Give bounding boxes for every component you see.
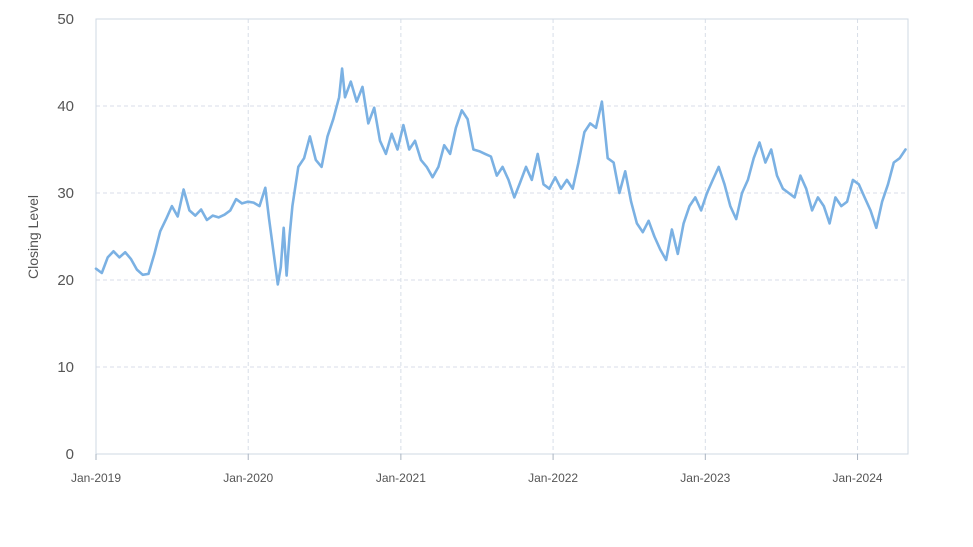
x-axis-ticks: Jan-2019 Jan-2020 Jan-2021 Jan-2022 Jan-2023… — [71, 454, 883, 485]
y-tick-label: 50 — [57, 11, 74, 28]
x-tick-label: Jan-2020 — [223, 471, 273, 485]
y-tick-label: 30 — [57, 185, 74, 202]
y-tick-label: 20 — [57, 272, 74, 289]
y-tick-label: 40 — [57, 98, 74, 115]
x-tick-label: Jan-2024 — [833, 471, 883, 485]
y-axis-ticks: 0 10 20 30 40 50 — [57, 11, 74, 463]
x-tick-label: Jan-2023 — [680, 471, 730, 485]
grid — [96, 18, 908, 454]
x-tick-label: Jan-2021 — [376, 471, 426, 485]
plot-frame — [95, 18, 909, 455]
series-line — [94, 67, 907, 286]
y-tick-label: 10 — [57, 359, 74, 376]
x-tick-label: Jan-2022 — [528, 471, 578, 485]
y-axis-label: Closing Level — [25, 195, 41, 279]
series — [94, 67, 907, 286]
y-tick-label: 0 — [66, 446, 74, 463]
x-tick-label: Jan-2019 — [71, 471, 121, 485]
